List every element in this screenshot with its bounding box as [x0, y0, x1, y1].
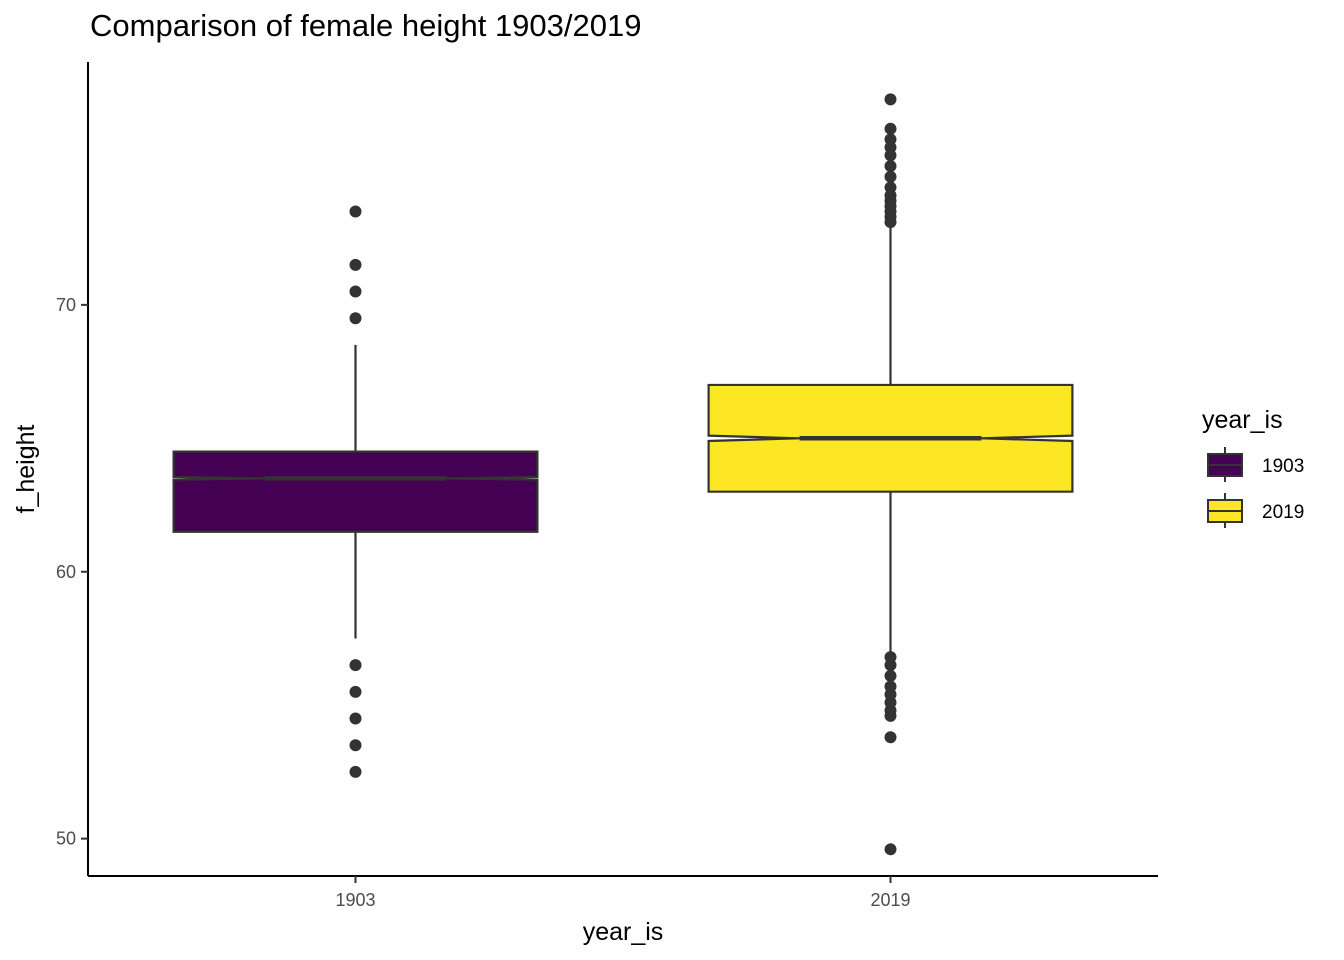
- legend-item-1903: 1903: [1207, 447, 1304, 482]
- outlier-point: [884, 160, 897, 173]
- legend: year_is 1903 2019: [1202, 406, 1304, 528]
- outlier-point: [884, 216, 897, 229]
- outlier-point: [349, 659, 362, 672]
- x-ticks: 1903 2019: [335, 876, 911, 910]
- box-1903: [172, 205, 539, 778]
- chart-title: Comparison of female height 1903/2019: [90, 8, 642, 43]
- outlier-point: [884, 669, 897, 682]
- axes: [87, 62, 1158, 877]
- y-axis-title: f_height: [12, 424, 40, 513]
- outlier-point: [884, 843, 897, 856]
- outlier-point: [349, 285, 362, 298]
- y-tick-label: 60: [56, 562, 76, 582]
- legend-items: 1903 2019: [1207, 447, 1304, 528]
- box-body: [172, 450, 539, 533]
- outlier-point: [349, 205, 362, 218]
- outlier-point: [349, 765, 362, 778]
- x-tick-label: 1903: [335, 890, 375, 910]
- box-2019: [707, 93, 1074, 856]
- outlier-point: [884, 93, 897, 106]
- outlier-point: [884, 170, 897, 183]
- outlier-point: [349, 312, 362, 325]
- y-ticks: 50 60 70: [56, 295, 88, 849]
- outlier-point: [349, 258, 362, 271]
- legend-label: 2019: [1262, 502, 1304, 523]
- x-axis-title: year_is: [583, 918, 664, 946]
- outlier-point: [349, 685, 362, 698]
- legend-title: year_is: [1202, 406, 1283, 434]
- legend-label: 1903: [1262, 456, 1304, 477]
- boxes: [172, 93, 1074, 856]
- outlier-point: [349, 739, 362, 752]
- x-tick-label: 2019: [870, 890, 910, 910]
- outlier-point: [884, 659, 897, 672]
- y-tick-label: 70: [56, 295, 76, 315]
- outlier-point: [884, 709, 897, 722]
- legend-item-2019: 2019: [1207, 493, 1304, 528]
- outlier-point: [884, 122, 897, 135]
- outlier-point: [884, 731, 897, 744]
- y-tick-label: 50: [56, 829, 76, 849]
- outlier-point: [884, 149, 897, 162]
- outlier-point: [349, 712, 362, 725]
